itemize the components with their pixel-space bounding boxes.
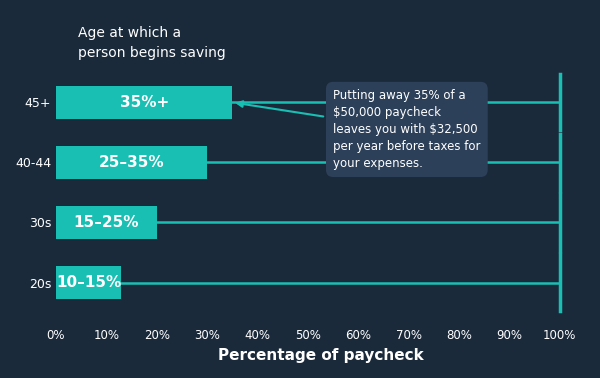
Text: 25–35%: 25–35% (99, 155, 164, 170)
Text: 10–15%: 10–15% (56, 275, 121, 290)
X-axis label: Percentage of paycheck: Percentage of paycheck (218, 348, 424, 363)
Bar (56, 86, 232, 119)
Text: 35%+: 35%+ (119, 95, 169, 110)
Text: 15–25%: 15–25% (74, 215, 139, 230)
Bar (56, 146, 207, 179)
Bar (56, 266, 121, 299)
Text: Age at which a
person begins saving: Age at which a person begins saving (78, 26, 226, 60)
Bar (56, 206, 157, 239)
Text: Putting away 35% of a
$50,000 paycheck
leaves you with $32,500
per year before t: Putting away 35% of a $50,000 paycheck l… (238, 89, 481, 170)
